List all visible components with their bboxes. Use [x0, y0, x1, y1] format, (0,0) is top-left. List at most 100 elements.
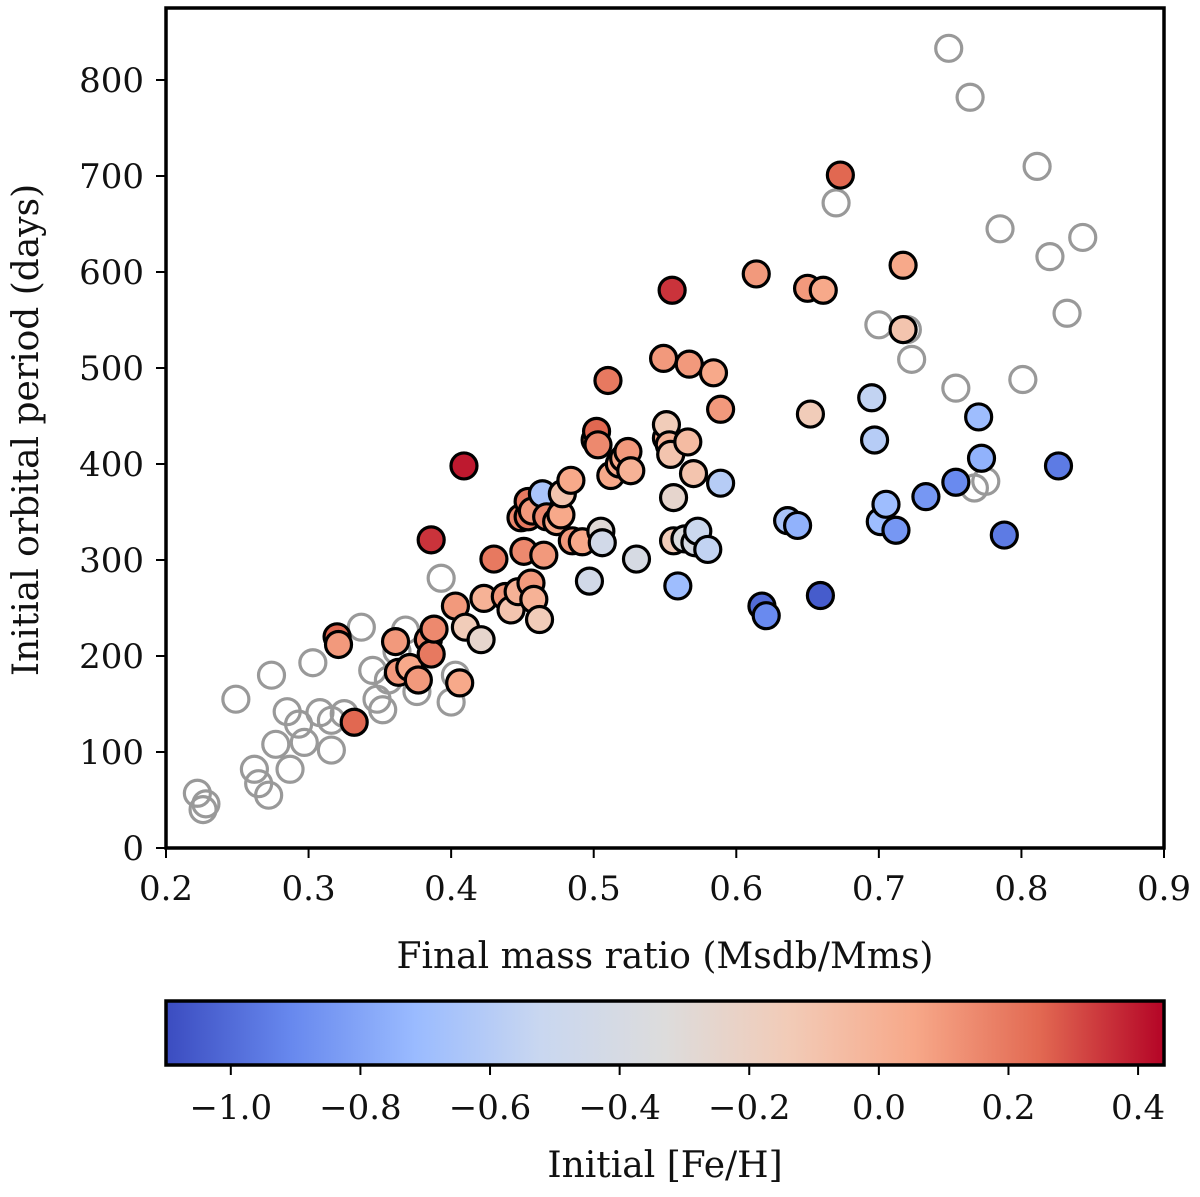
colored-data-point — [445, 668, 475, 698]
open-data-point — [289, 727, 319, 758]
open-data-point — [1052, 298, 1082, 328]
open-data-point — [955, 82, 985, 112]
open-data-point — [941, 373, 971, 403]
colored-data-point — [593, 365, 623, 396]
colored-data-point — [479, 544, 509, 574]
y-axis-title: Initial orbital period (days) — [6, 184, 47, 676]
y-tick-label: 800 — [79, 61, 144, 101]
open-data-point — [1068, 222, 1098, 253]
x-tick-label: 0.7 — [852, 869, 906, 909]
colored-data-point — [339, 707, 369, 737]
colored-data-point — [323, 629, 354, 660]
colored-data-point — [808, 275, 838, 305]
colorbar-tick-label: −0.8 — [319, 1088, 402, 1128]
colored-data-point — [871, 489, 901, 519]
colored-data-point — [657, 275, 687, 305]
open-data-point — [298, 648, 328, 678]
colorbar-tick-label: 0.2 — [981, 1088, 1035, 1128]
colored-data-point — [782, 510, 813, 541]
colorbar-tick-label: −0.6 — [449, 1088, 532, 1128]
colored-data-point — [658, 483, 689, 513]
colored-data-point — [1043, 451, 1074, 481]
x-tick-label: 0.4 — [424, 869, 478, 909]
colored-data-point — [529, 540, 559, 570]
colored-data-point — [524, 604, 555, 635]
colored-data-point — [678, 459, 709, 489]
y-axis: 0 100 200 300 400 500 600 700 800 — [79, 61, 166, 869]
colored-data-point — [989, 520, 1019, 550]
colorbar-frame — [164, 999, 1166, 1067]
colorbar-gradient — [166, 1001, 1164, 1065]
open-data-point — [985, 214, 1015, 244]
y-tick-label: 500 — [79, 349, 144, 389]
open-data-point — [1022, 151, 1052, 181]
colorbar-title: Initial [Fe/H] — [547, 1145, 782, 1186]
x-tick-label: 0.2 — [139, 869, 193, 909]
open-data-point — [934, 33, 964, 63]
colored-data-point — [674, 349, 704, 379]
colored-data-point — [795, 399, 826, 429]
y-tick-label: 200 — [79, 637, 144, 677]
x-tick-label: 0.9 — [1137, 869, 1191, 909]
open-data-point — [239, 754, 269, 784]
colored-data-point — [380, 626, 411, 657]
open-data-point — [1035, 242, 1065, 272]
open-data-point — [1008, 364, 1038, 395]
colored-data-point — [556, 465, 586, 495]
colored-data-point — [663, 571, 693, 601]
y-tick-label: 600 — [79, 253, 144, 293]
colorbar: −1.0 −0.8 −0.6 −0.4 −0.2 0.0 0.2 0.4 Initial [F… — [164, 999, 1166, 1186]
colorbar-tick-label: 0.4 — [1111, 1088, 1165, 1128]
colorbar-tick-label: −1.0 — [190, 1088, 273, 1128]
open-data-point — [316, 735, 346, 765]
y-tick-label: 300 — [79, 541, 144, 581]
y-tick-label: 700 — [79, 157, 144, 197]
open-data-point — [254, 780, 284, 810]
colored-data-point — [648, 343, 679, 373]
colored-data-point — [466, 625, 496, 655]
open-data-point — [897, 344, 927, 374]
colorbar-tick-label: 0.0 — [852, 1088, 906, 1128]
colored-data-point — [587, 528, 617, 558]
plot-frame — [164, 6, 1166, 850]
colored-data-point — [911, 482, 941, 512]
colored-data-point — [859, 425, 890, 455]
open-data-point — [221, 684, 251, 714]
data-points — [182, 33, 1098, 825]
x-tick-label: 0.5 — [567, 869, 621, 909]
open-data-point — [188, 794, 218, 825]
y-tick-label: 400 — [79, 445, 144, 485]
x-axis: 0.2 0.3 0.4 0.5 0.6 0.7 0.8 0.9 — [139, 848, 1191, 909]
colored-data-point — [403, 665, 433, 695]
colored-data-point — [698, 358, 729, 388]
colored-data-point — [805, 580, 836, 611]
open-data-point — [821, 188, 851, 218]
x-tick-label: 0.3 — [282, 869, 336, 909]
colored-data-point — [621, 544, 652, 574]
colored-data-point — [416, 525, 446, 555]
colored-data-point — [857, 383, 887, 413]
colorbar-tick-label: −0.4 — [578, 1088, 661, 1128]
y-tick-label: 0 — [122, 829, 144, 869]
open-data-point — [261, 729, 291, 759]
x-tick-label: 0.8 — [994, 869, 1048, 909]
colored-data-point — [888, 250, 918, 280]
colored-data-point — [706, 468, 736, 498]
x-axis-title: Final mass ratio (Msdb/Mms) — [397, 936, 934, 977]
colored-data-point — [693, 534, 723, 565]
colored-data-point — [964, 402, 994, 432]
colored-data-point — [583, 430, 613, 460]
colored-data-point — [706, 394, 736, 424]
colored-data-point — [616, 456, 646, 486]
colored-data-point — [449, 451, 479, 481]
colored-data-point — [941, 467, 971, 497]
open-data-point — [864, 310, 894, 340]
colored-data-point — [888, 315, 918, 345]
colored-data-point — [881, 515, 911, 545]
open-data-point — [346, 612, 376, 642]
colored-data-point — [966, 443, 997, 473]
colored-data-point — [825, 160, 855, 190]
colored-data-point — [416, 639, 446, 669]
y-tick-label: 100 — [79, 733, 144, 773]
